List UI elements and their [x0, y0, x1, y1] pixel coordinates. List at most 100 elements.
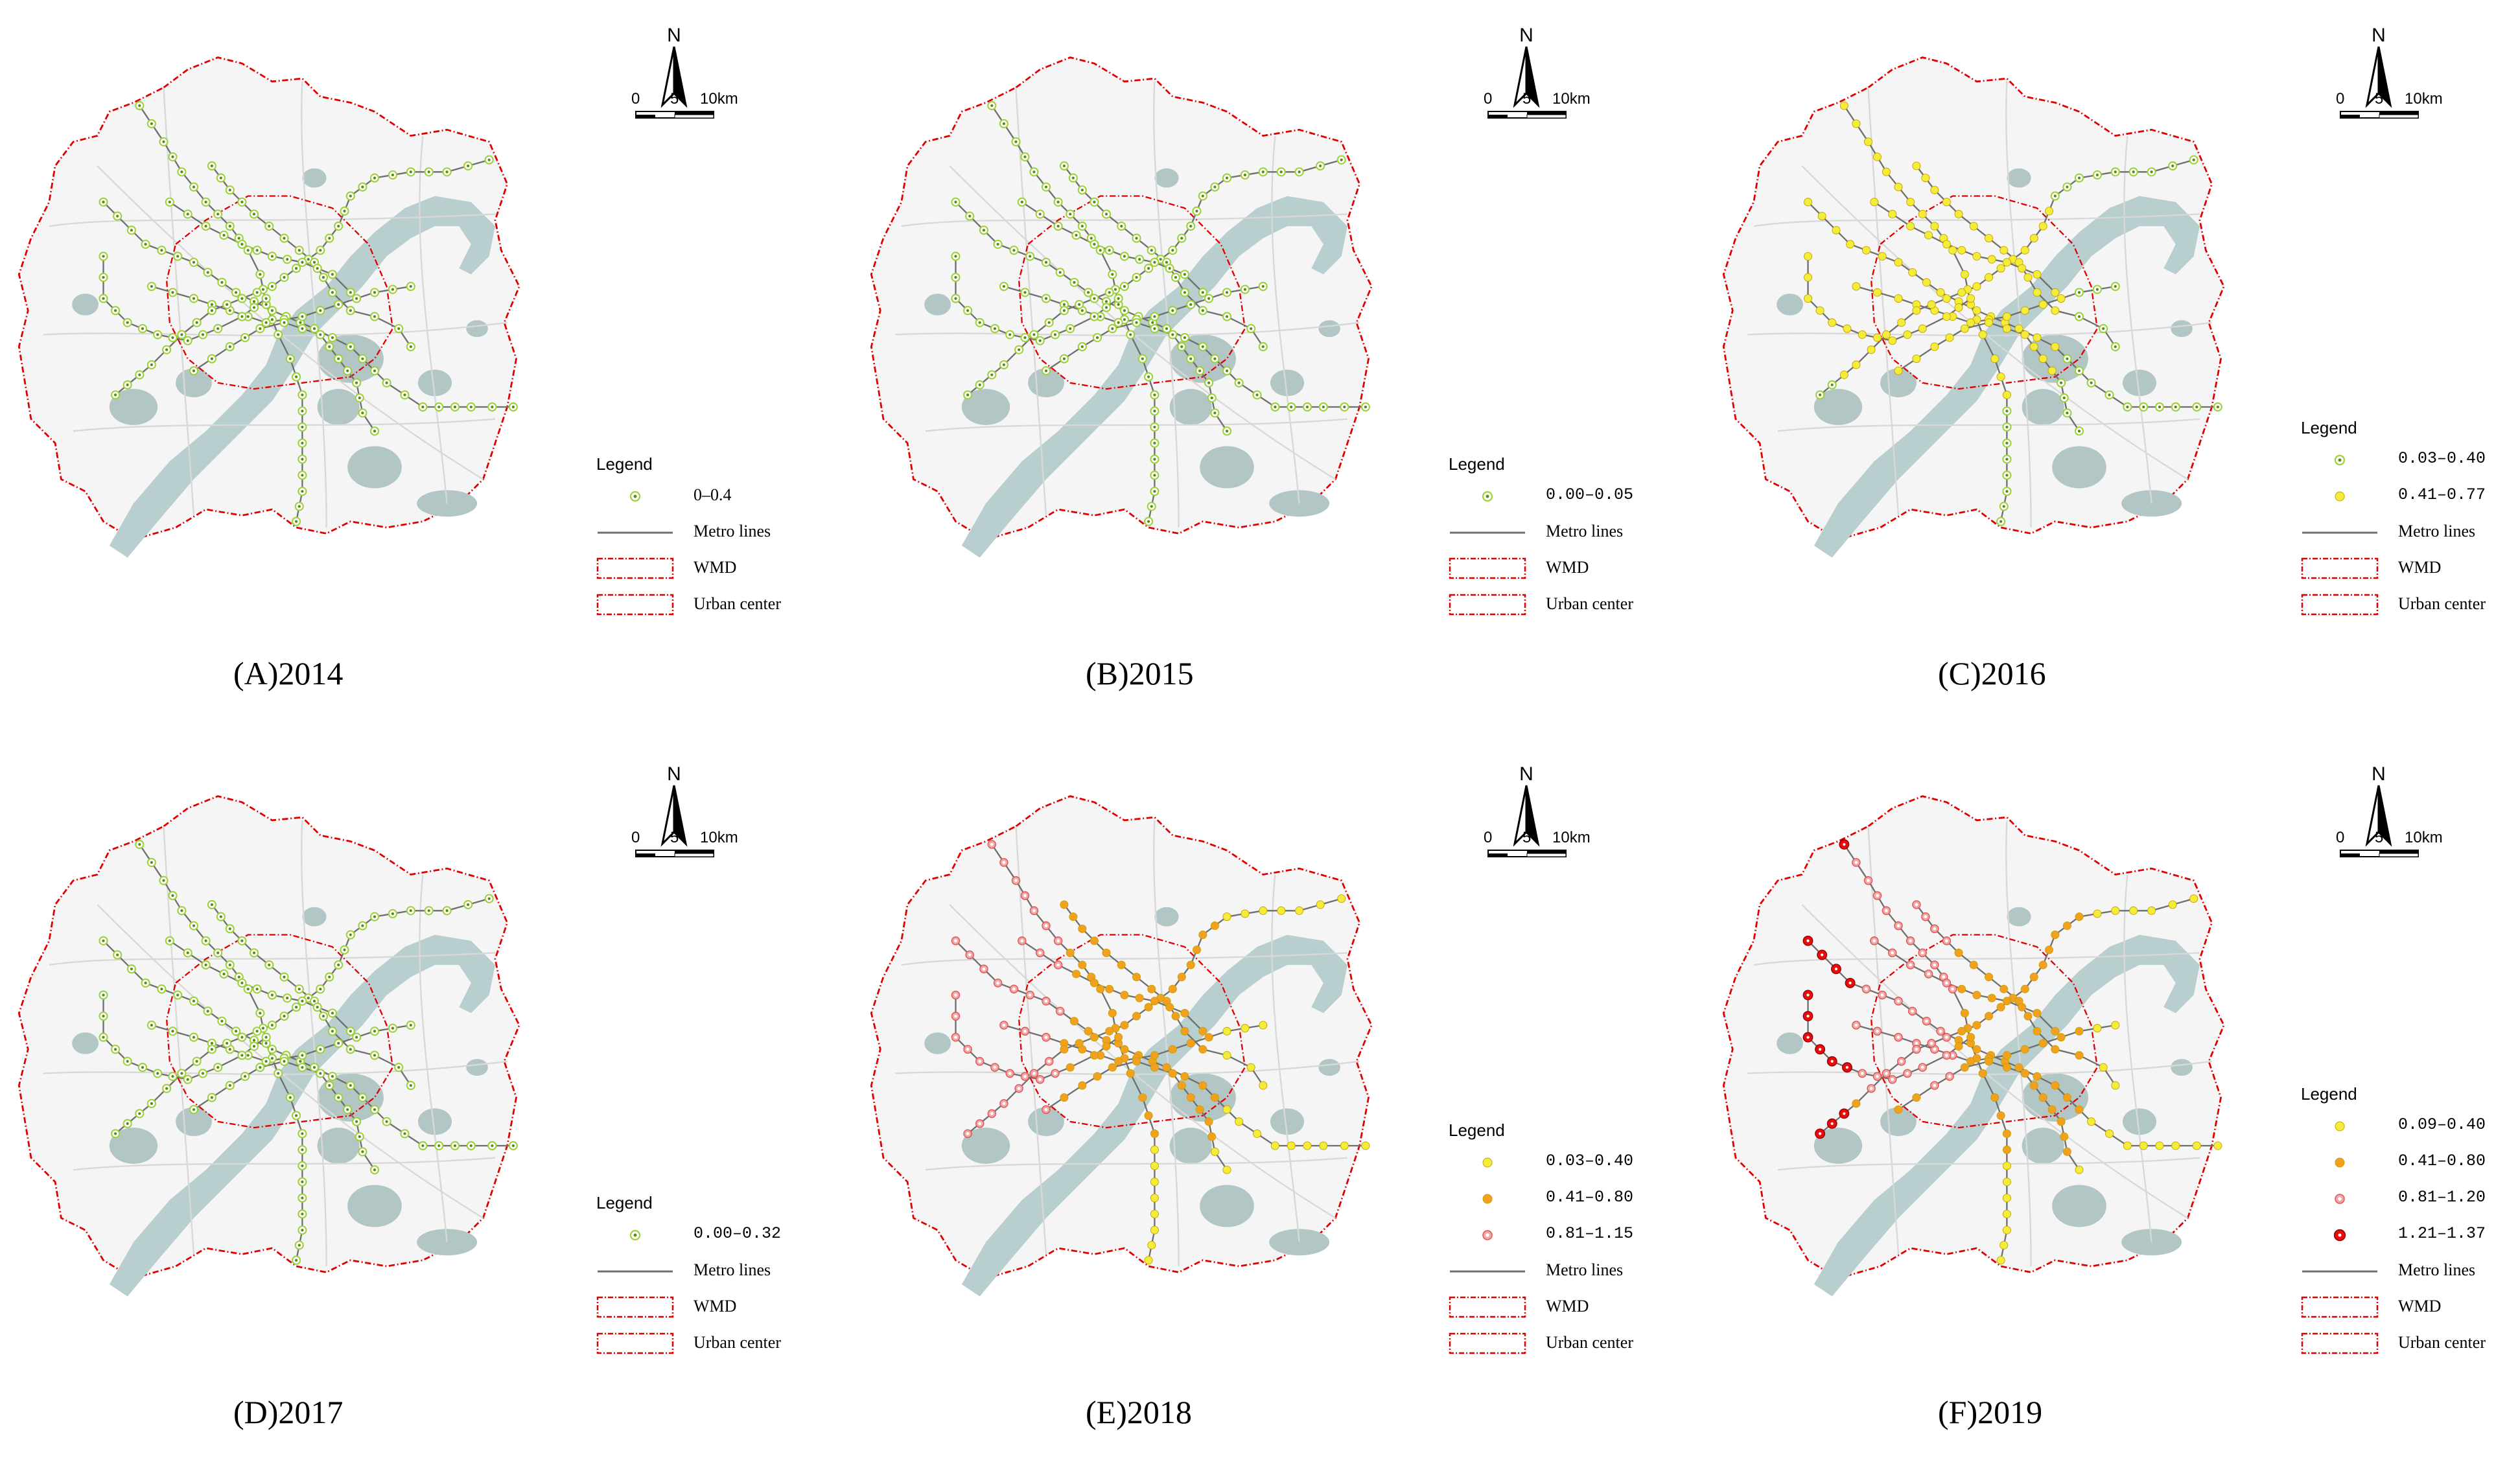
lake [2121, 1229, 2182, 1256]
metro-station [2020, 330, 2029, 339]
scale-bar-graphic [1487, 111, 1567, 119]
metro-station [1066, 948, 1075, 957]
legend-item-class-2: 0.41–0.80 [1449, 1179, 1662, 1216]
metro-station [1957, 1026, 1966, 1036]
metro-station [2033, 270, 2042, 279]
metro-station [1839, 839, 1850, 850]
metro-station [325, 1080, 334, 1091]
metro-station [1084, 1026, 1093, 1036]
metro-station [1120, 990, 1129, 1000]
metro-station [369, 173, 380, 183]
metro-station [1861, 984, 1871, 993]
legend-label: Metro lines [2398, 522, 2476, 540]
metro-station [1863, 876, 1873, 885]
metro-station [388, 909, 397, 919]
metro-station [463, 899, 473, 910]
metro-station [334, 221, 344, 231]
legend-item-class-1: 0.03–0.40 [1449, 1143, 1662, 1179]
metro-station [2104, 390, 2114, 400]
metro-station [225, 221, 235, 231]
metro-station [2057, 378, 2066, 388]
metro-station [2029, 1081, 2038, 1090]
north-arrow-icon [2365, 46, 2392, 108]
legend-label: Metro lines [694, 522, 771, 540]
metro-station [240, 332, 250, 343]
north-arrow-icon [1513, 46, 1540, 108]
metro-station [2059, 393, 2069, 403]
scale-label-10: 10km [2405, 829, 2443, 846]
metro-station [1276, 167, 1286, 177]
north-arrow: N [648, 26, 700, 110]
metro-station [1150, 1145, 1159, 1154]
metro-station [316, 1069, 325, 1078]
metro-station [1945, 333, 1954, 342]
metro-station [111, 306, 121, 316]
metro-station [189, 294, 199, 303]
metro-station [1042, 1032, 1051, 1042]
metro-station [243, 984, 253, 994]
metro-station [975, 1057, 985, 1066]
lake [1169, 1073, 1236, 1122]
station-symbol [1482, 1157, 1493, 1168]
metro-station [1903, 1069, 1912, 1078]
legend-title: Legend [2301, 1084, 2357, 1104]
metro-station [1922, 1017, 1931, 1026]
metro-station [1996, 516, 2006, 526]
metro-station [1132, 1012, 1141, 1021]
metro-station [1090, 294, 1099, 303]
metro-station [487, 402, 497, 412]
metro-station [297, 1225, 307, 1235]
metro-station [1948, 246, 1957, 255]
metro-station [1978, 330, 1987, 339]
legend-classes: 0.00–0.32 [596, 1216, 810, 1252]
metro-station [1051, 1069, 1060, 1078]
metro-station [1887, 948, 1897, 958]
metro-station [369, 1050, 380, 1060]
legend-label: Metro lines [1546, 522, 1624, 540]
metro-station [279, 233, 289, 243]
metro-station [1990, 1093, 1999, 1102]
metro-station [135, 100, 145, 111]
metro-station [1210, 182, 1220, 192]
legend-label: Metro lines [2398, 1260, 2476, 1279]
metro-station [168, 1026, 178, 1036]
metro-station [1984, 318, 1994, 327]
metro-station [1258, 342, 1268, 352]
metro-station [1852, 1021, 1861, 1030]
metro-station [484, 155, 494, 165]
metro-station [1204, 1033, 1213, 1042]
metro-station [987, 370, 997, 380]
metro-station [1241, 909, 1250, 918]
legend-label: Urban center [694, 594, 781, 613]
legend-class-label: 0.00–0.32 [694, 1224, 782, 1243]
metro-station [2062, 1147, 2071, 1156]
legend-item-metro-lines: Metro lines [1449, 1252, 1662, 1288]
metro-station [1055, 1006, 1065, 1016]
metro-stations [99, 100, 518, 526]
metro-station [999, 858, 1008, 867]
metro-station [1168, 1045, 1177, 1054]
metro-station [1114, 1033, 1123, 1042]
metro-station [267, 281, 277, 292]
metro-station [1826, 1118, 1837, 1129]
metro-station [382, 1117, 391, 1126]
metro-station [297, 1145, 307, 1155]
metro-station [963, 306, 973, 316]
lake [417, 369, 452, 397]
metro-station [1029, 167, 1039, 177]
scale-label-0: 0 [2336, 829, 2345, 846]
metro-station [213, 1063, 223, 1072]
metro-station [2020, 1069, 2029, 1078]
metro-station [1055, 268, 1065, 277]
metro-station [1912, 1093, 1921, 1102]
metro-station [1105, 984, 1114, 993]
metro-station [1222, 173, 1232, 183]
metro-station [1035, 336, 1045, 345]
metro-station [1059, 161, 1069, 171]
legend-label: WMD [1546, 1297, 1589, 1316]
metro-station [1888, 336, 1897, 345]
metro-station [999, 360, 1008, 369]
metro-station [283, 255, 292, 264]
metro-station [1177, 973, 1186, 982]
metro-station [2147, 167, 2156, 177]
